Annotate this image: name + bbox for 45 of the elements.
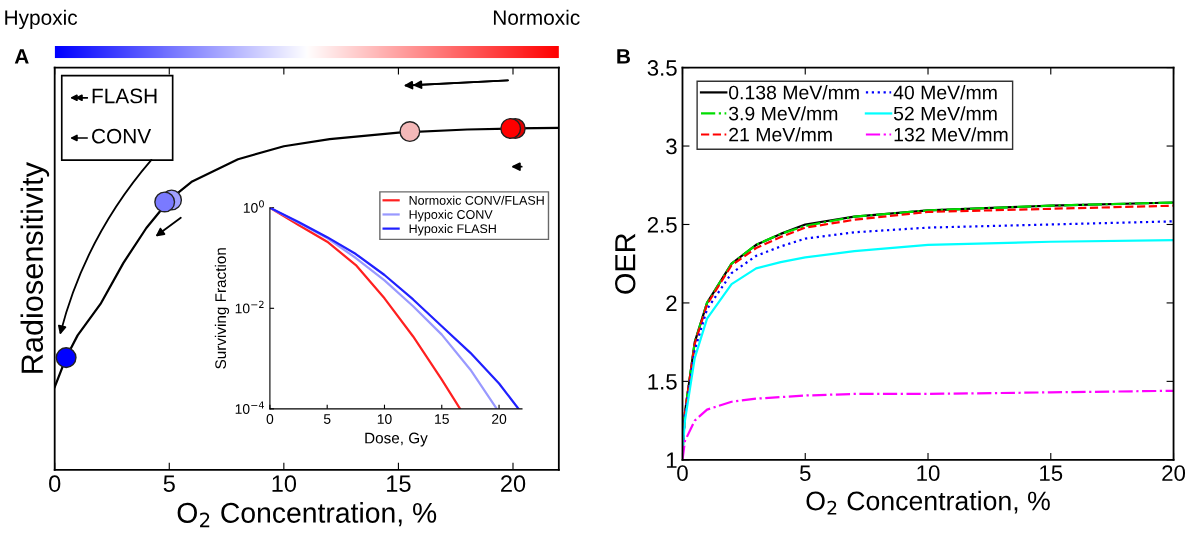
text: A: [14, 49, 29, 64]
text: FLASH: [92, 88, 157, 104]
legend-label: 132 MeV/mm: [894, 127, 1008, 142]
x-tick-label: 0: [677, 465, 688, 481]
y-tick-label: 1: [666, 452, 677, 468]
legend-label: 3.9 MeV/mm: [728, 106, 838, 121]
legend-label: 0.138 MeV/mm: [728, 85, 859, 100]
x-tick-label: 20: [501, 475, 526, 492]
x-tick-label: 15: [1040, 465, 1063, 481]
text: Hypoxic: [5, 9, 78, 30]
y-axis-title: Radiosensitivity: [20, 162, 50, 373]
x-tick-label: 15: [435, 414, 449, 424]
x-tick-label: 5: [323, 414, 331, 424]
legend-label: 52 MeV/mm: [893, 106, 997, 121]
y-tick-label: 3: [666, 138, 677, 155]
x-tick-label: 5: [163, 475, 175, 492]
x-axis-title: O$_{2}$ Concentration, %: [177, 502, 437, 528]
text: Normoxic: [493, 9, 580, 25]
x-tick-label: 0: [49, 475, 61, 492]
x-axis-title: O$_{2}$ Concentration, %: [806, 490, 1050, 515]
x-tick-label: 20: [1162, 465, 1186, 481]
legend-label: 21 MeV/mm: [729, 127, 832, 142]
y-tick-label: 2: [666, 295, 677, 311]
x-axis-title: Dose, Gy: [365, 432, 428, 447]
y-tick-label: 10$^{0}$: [243, 200, 264, 213]
x-tick-label: 10: [272, 475, 297, 492]
y-tick-label: 10$^{−4}$: [235, 401, 264, 414]
x-tick-label: 15: [387, 475, 411, 492]
y-tick-label: 2.5: [647, 217, 677, 233]
y-axis-title: OER: [615, 233, 636, 294]
x-tick-label: 10: [917, 465, 940, 481]
x-tick-label: 20: [492, 414, 507, 424]
y-axis-title: Surviving Fraction: [214, 248, 230, 369]
y-tick-label: 3.5: [647, 60, 677, 76]
y-tick-label: 10$^{−2}$: [235, 300, 264, 314]
annotation: CONV: [92, 128, 152, 144]
x-tick-label: 5: [799, 465, 811, 481]
legend-label: Normoxic CONV/FLASH: [409, 195, 544, 205]
x-tick-label: 0: [266, 414, 274, 424]
text: B: [617, 49, 630, 64]
x-tick-label: 10: [377, 414, 392, 424]
legend-label: 40 MeV/mm: [893, 85, 997, 100]
legend-label: Hypoxic CONV: [409, 209, 493, 222]
legend-label: Hypoxic FLASH: [409, 223, 496, 236]
y-tick-label: 1.5: [648, 374, 677, 390]
